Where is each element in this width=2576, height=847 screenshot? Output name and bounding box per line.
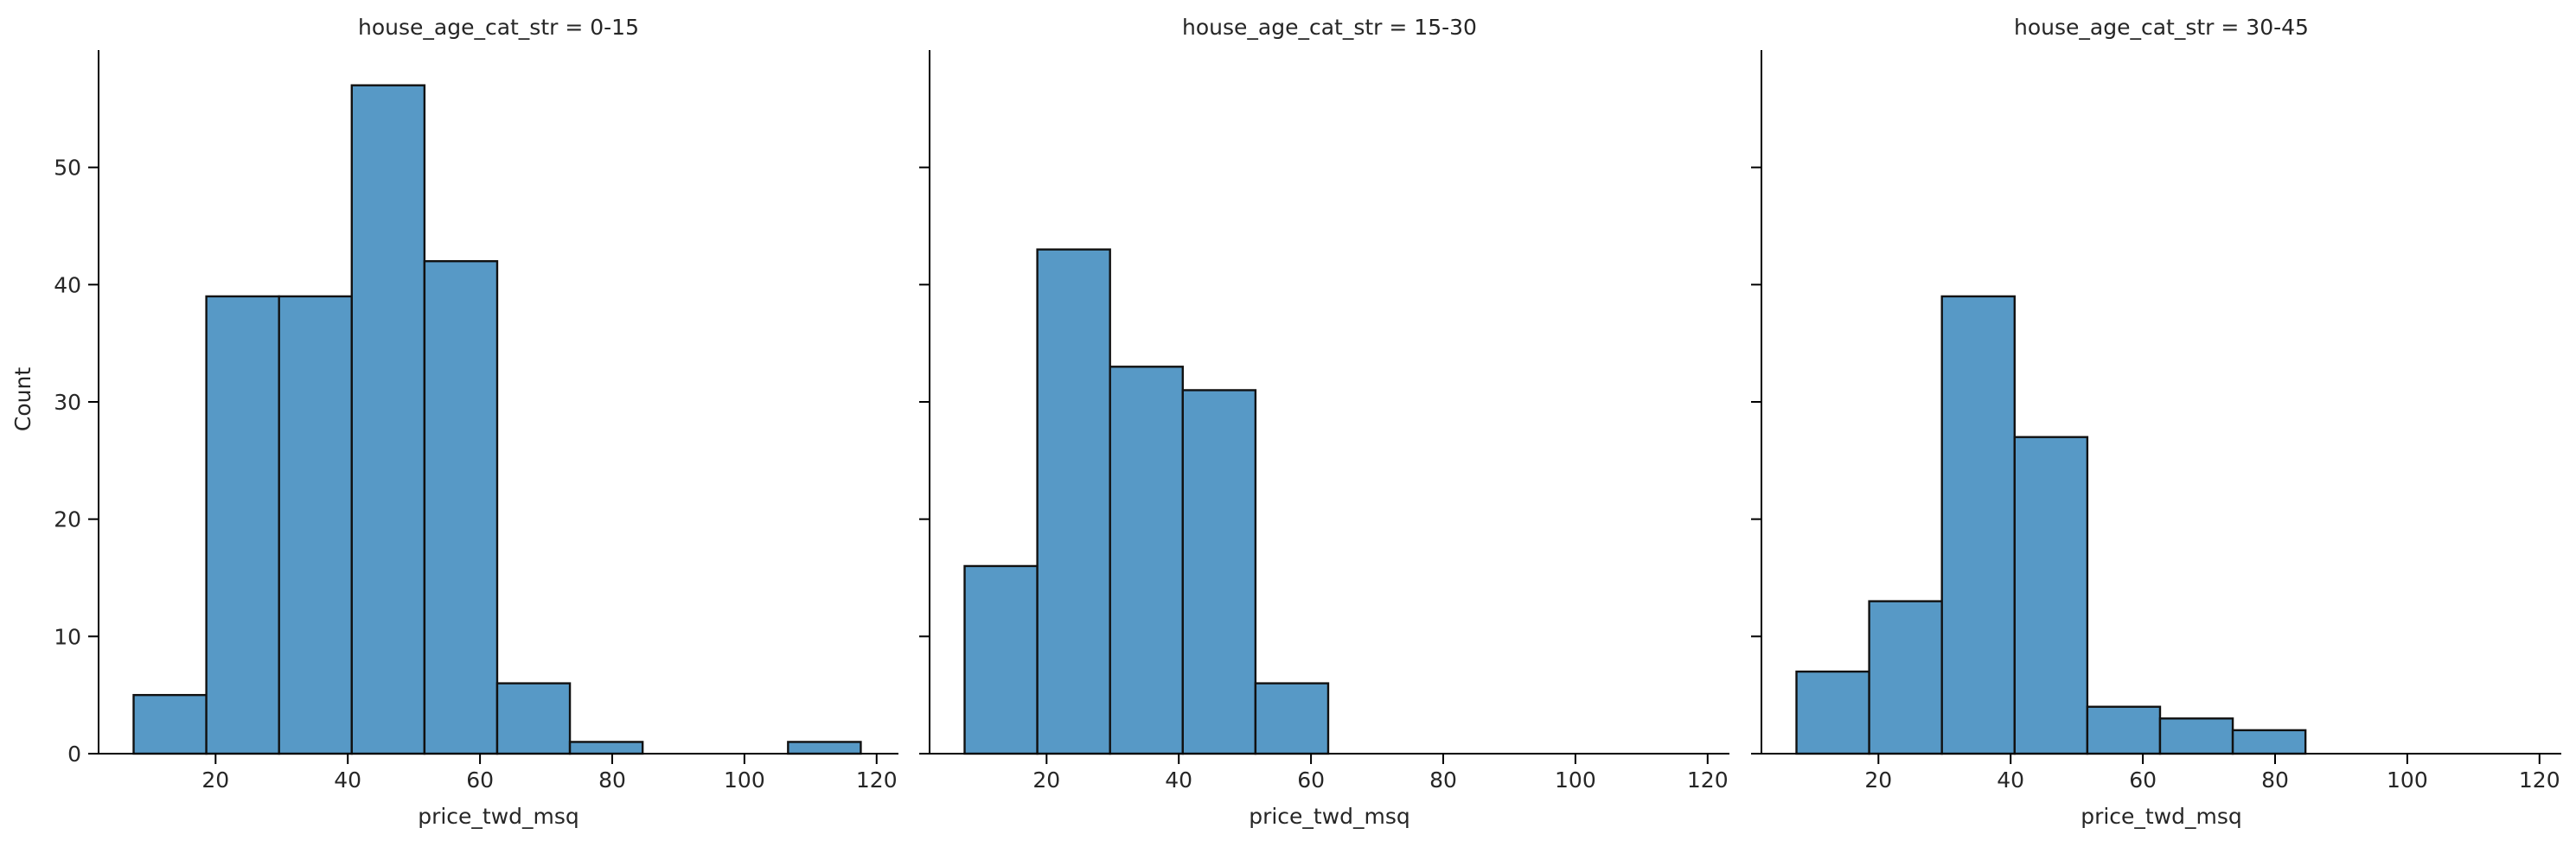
- facet-panel: house_age_cat_str = 0-15 0 10 20 30 40 50 20 40 6…: [54, 15, 898, 829]
- x-axis-label: price_twd_msq: [2081, 804, 2242, 829]
- x-tick-label: 120: [1687, 767, 1729, 793]
- histogram-bar: [132, 693, 208, 755]
- x-tick-label: 60: [2129, 767, 2157, 793]
- histogram-bar: [1036, 248, 1111, 755]
- histogram-bar: [963, 564, 1039, 755]
- x-tick-label: 20: [1032, 767, 1060, 793]
- x-tick-label: 100: [1555, 767, 1596, 793]
- y-tick-label: 0: [67, 742, 81, 767]
- y-tick-label: 10: [54, 624, 81, 649]
- histogram-bar: [495, 682, 572, 755]
- histogram-bar: [1795, 670, 1870, 755]
- x-axis-label: price_twd_msq: [1249, 804, 1410, 829]
- x-axis-label: price_twd_msq: [418, 804, 579, 829]
- x-tick-label: 80: [1429, 767, 1457, 793]
- x-tick-label: 40: [1165, 767, 1192, 793]
- histogram-bar: [1940, 295, 2016, 755]
- facet-panel: house_age_cat_str = 15-30 20 40 60 80 100 120 p…: [919, 15, 1729, 829]
- y-tick-label: 20: [54, 507, 81, 532]
- histogram-bar: [787, 741, 862, 755]
- histogram-bar: [1109, 366, 1184, 755]
- facet-title: house_age_cat_str = 30-45: [2014, 15, 2309, 40]
- facet-panel: house_age_cat_str = 30-45 20 40 60 80 100 120 p…: [1751, 15, 2561, 829]
- x-tick-label: 20: [1864, 767, 1892, 793]
- histogram-bar: [205, 295, 280, 755]
- x-tick-label: 40: [1997, 767, 2024, 793]
- histogram-bar: [1868, 600, 1943, 755]
- x-tick-label: 80: [598, 767, 626, 793]
- y-axis-label: Count: [10, 367, 35, 431]
- histogram-bar: [1181, 389, 1257, 755]
- x-tick-label: 60: [466, 767, 494, 793]
- histogram-bar: [1254, 682, 1330, 755]
- x-tick-label: 20: [201, 767, 229, 793]
- histogram-bar: [2231, 729, 2307, 755]
- x-tick-label: 100: [724, 767, 765, 793]
- facet-title: house_age_cat_str = 15-30: [1182, 15, 1477, 40]
- x-tick-label: 80: [2261, 767, 2289, 793]
- histogram-bar: [2158, 717, 2234, 755]
- histogram-bar: [2013, 436, 2089, 755]
- histogram-bar: [2086, 705, 2162, 755]
- histogram-bar: [278, 295, 353, 755]
- x-tick-label: 100: [2387, 767, 2428, 793]
- x-tick-label: 120: [856, 767, 898, 793]
- x-tick-label: 40: [334, 767, 361, 793]
- histogram-bar: [350, 84, 426, 755]
- y-tick-label: 30: [54, 390, 81, 415]
- facet-title: house_age_cat_str = 0-15: [358, 15, 639, 40]
- y-tick-label: 40: [54, 272, 81, 297]
- x-tick-label: 60: [1297, 767, 1325, 793]
- histogram-bar: [568, 741, 644, 755]
- y-tick-label: 50: [54, 156, 81, 181]
- histogram-bar: [423, 260, 499, 755]
- x-tick-label: 120: [2519, 767, 2560, 793]
